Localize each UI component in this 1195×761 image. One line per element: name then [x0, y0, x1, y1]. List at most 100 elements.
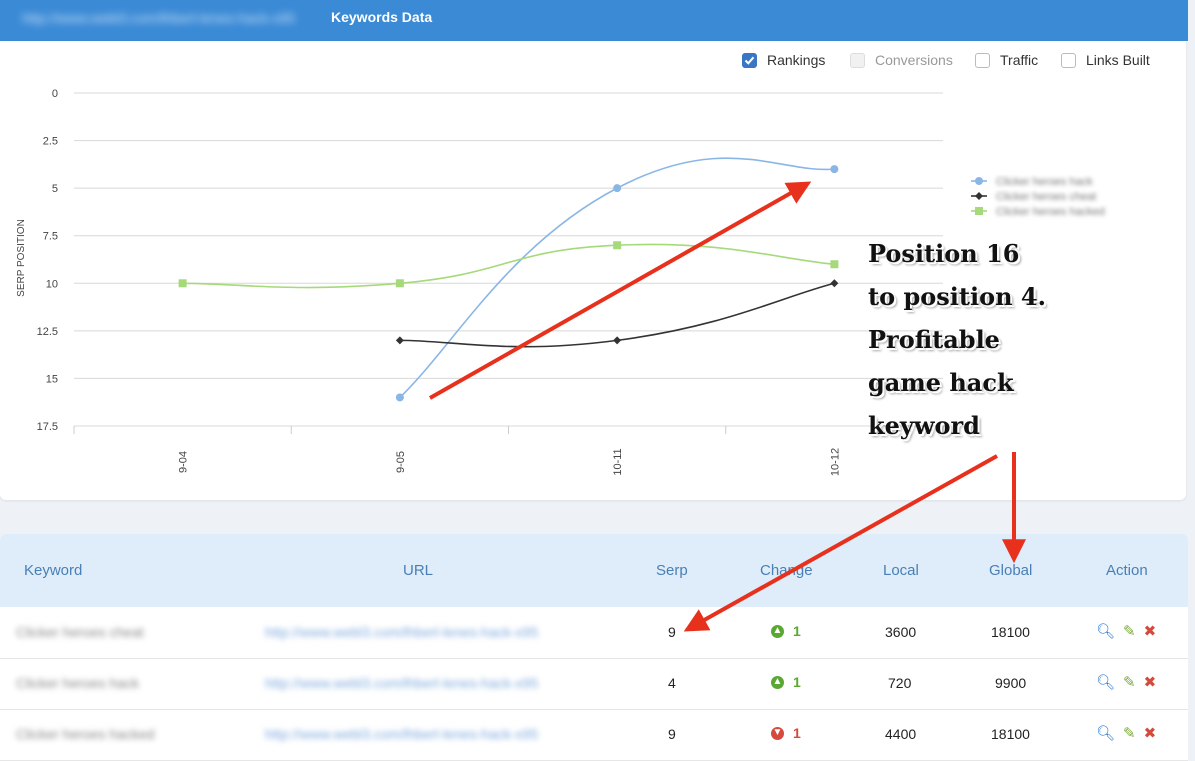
toggle-conversions[interactable]: Conversions	[850, 52, 953, 68]
legend-marker	[975, 192, 983, 200]
global-cell: 18100	[991, 624, 1030, 640]
toggle-traffic[interactable]: Traffic	[975, 52, 1038, 68]
legend-label: Clicker heroes cheat	[996, 191, 1096, 203]
data-point	[830, 165, 839, 174]
close-icon[interactable]: ✖	[1143, 623, 1157, 640]
change-value: 1	[793, 623, 801, 639]
zoom-icon[interactable]: 🔍︎	[1096, 725, 1116, 742]
data-point	[395, 336, 404, 345]
legend-marker	[975, 177, 983, 185]
panel-title: Keywords Data	[331, 9, 433, 25]
checkmark-icon	[744, 56, 755, 65]
row-actions: 🔍︎ ✎ ✖	[1096, 724, 1156, 742]
data-point	[613, 336, 622, 345]
table-row: Clicker heroes hacked http://www.webl3.c…	[0, 709, 1188, 761]
annotation-line: to position 4.	[868, 282, 1046, 311]
serp-cell: 9	[668, 726, 676, 742]
data-point	[395, 279, 404, 288]
links-built-label: Links Built	[1086, 52, 1150, 68]
y-tick-label: 7.5	[43, 231, 58, 243]
annotation-line: Position 16	[868, 239, 1020, 268]
local-cell: 4400	[885, 726, 917, 742]
zoom-icon[interactable]: 🔍︎	[1096, 623, 1116, 640]
y-tick-label: 10	[46, 278, 58, 290]
pencil-icon[interactable]: ✎	[1123, 725, 1136, 742]
col-keyword[interactable]: Keyword	[24, 562, 83, 579]
toggle-links-built[interactable]: Links Built	[1061, 52, 1150, 68]
serp-cell: 4	[668, 675, 676, 691]
rankings-label: Rankings	[767, 52, 826, 68]
y-axis-label: SERP POSITION	[16, 219, 27, 297]
col-url[interactable]: URL	[403, 562, 434, 579]
table-header: Keyword URL Serp Change Local Global Act…	[0, 534, 1188, 607]
legend-label: Clicker heroes hacked	[996, 206, 1105, 218]
y-tick-label: 2.5	[43, 136, 58, 148]
keyword-cell: Clicker heroes hack	[16, 675, 139, 691]
global-cell: 18100	[991, 726, 1030, 742]
data-point	[613, 241, 622, 250]
arrow-up-icon: ▲	[771, 675, 784, 689]
arrow-up-icon: ▲	[771, 624, 784, 638]
header-url: http://www.webl3.com/lhberl-lenes-hack-x…	[22, 10, 296, 26]
metric-toggles: Rankings Conversions Traffic Links Built	[0, 52, 1195, 76]
row-actions: 🔍︎ ✎ ✖	[1096, 673, 1156, 691]
traffic-checkbox[interactable]	[975, 52, 990, 68]
panel-header: http://www.webl3.com/lhberl-lenes-hack-x…	[0, 0, 1188, 41]
keyword-cell: Clicker heroes cheat	[16, 624, 144, 640]
change-cell: ▼ 1	[771, 725, 801, 741]
global-cell: 9900	[995, 675, 1027, 691]
data-point	[830, 279, 839, 288]
data-point	[395, 393, 404, 402]
change-value: 1	[793, 674, 801, 690]
col-action: Action	[1106, 562, 1148, 579]
annotation-text: Position 16 to position 4. Profitable ga…	[868, 232, 1046, 447]
col-global[interactable]: Global	[989, 562, 1033, 579]
data-point	[830, 260, 839, 269]
keyword-cell: Clicker heroes hacked	[16, 726, 155, 742]
pencil-icon[interactable]: ✎	[1123, 674, 1136, 691]
legend-marker	[975, 207, 983, 215]
annotation-line: game hack	[868, 368, 1014, 397]
col-serp[interactable]: Serp	[656, 562, 688, 579]
keywords-table: Keyword URL Serp Change Local Global Act…	[0, 534, 1188, 761]
y-tick-label: 15	[46, 373, 58, 385]
links-built-checkbox[interactable]	[1061, 52, 1076, 68]
y-tick-label: 0	[52, 88, 58, 100]
arrow-down-icon: ▼	[771, 726, 784, 740]
annotation-line: Profitable	[868, 325, 1000, 354]
close-icon[interactable]: ✖	[1143, 725, 1157, 742]
annotation-line: keyword	[868, 411, 980, 440]
y-tick-label: 5	[52, 183, 58, 195]
conversions-checkbox[interactable]	[850, 52, 865, 68]
y-tick-label: 12.5	[37, 326, 58, 338]
series-line	[399, 157, 835, 399]
x-tick-label: 9-04	[178, 451, 190, 473]
y-tick-label: 17.5	[37, 421, 58, 433]
traffic-label: Traffic	[1000, 52, 1039, 68]
x-tick-label: 9-05	[395, 451, 407, 473]
local-cell: 720	[888, 675, 912, 691]
data-point	[613, 184, 622, 193]
change-cell: ▲ 1	[771, 623, 801, 639]
row-actions: 🔍︎ ✎ ✖	[1096, 622, 1156, 640]
close-icon[interactable]: ✖	[1143, 674, 1157, 691]
change-cell: ▲ 1	[771, 674, 801, 690]
series-line	[182, 243, 835, 289]
col-local[interactable]: Local	[883, 562, 919, 579]
toggle-rankings[interactable]: Rankings	[742, 52, 825, 68]
serp-cell: 9	[668, 624, 676, 640]
url-link[interactable]: http://www.webl3.com/lhberl-lenes-hack-x…	[265, 675, 539, 691]
legend-label: Clicker heroes hack	[996, 176, 1093, 188]
data-point	[178, 279, 187, 288]
url-link[interactable]: http://www.webl3.com/lhberl-lenes-hack-x…	[265, 624, 539, 640]
url-link[interactable]: http://www.webl3.com/lhberl-lenes-hack-x…	[265, 726, 539, 742]
col-change[interactable]: Change	[760, 562, 813, 579]
pencil-icon[interactable]: ✎	[1123, 623, 1136, 640]
table-row: Clicker heroes cheat http://www.webl3.co…	[0, 607, 1188, 659]
conversions-label: Conversions	[875, 52, 953, 68]
zoom-icon[interactable]: 🔍︎	[1096, 674, 1116, 691]
x-tick-label: 10-12	[829, 448, 841, 476]
rankings-checkbox[interactable]	[742, 52, 757, 68]
local-cell: 3600	[885, 624, 917, 640]
table-row: Clicker heroes hack http://www.webl3.com…	[0, 658, 1188, 710]
